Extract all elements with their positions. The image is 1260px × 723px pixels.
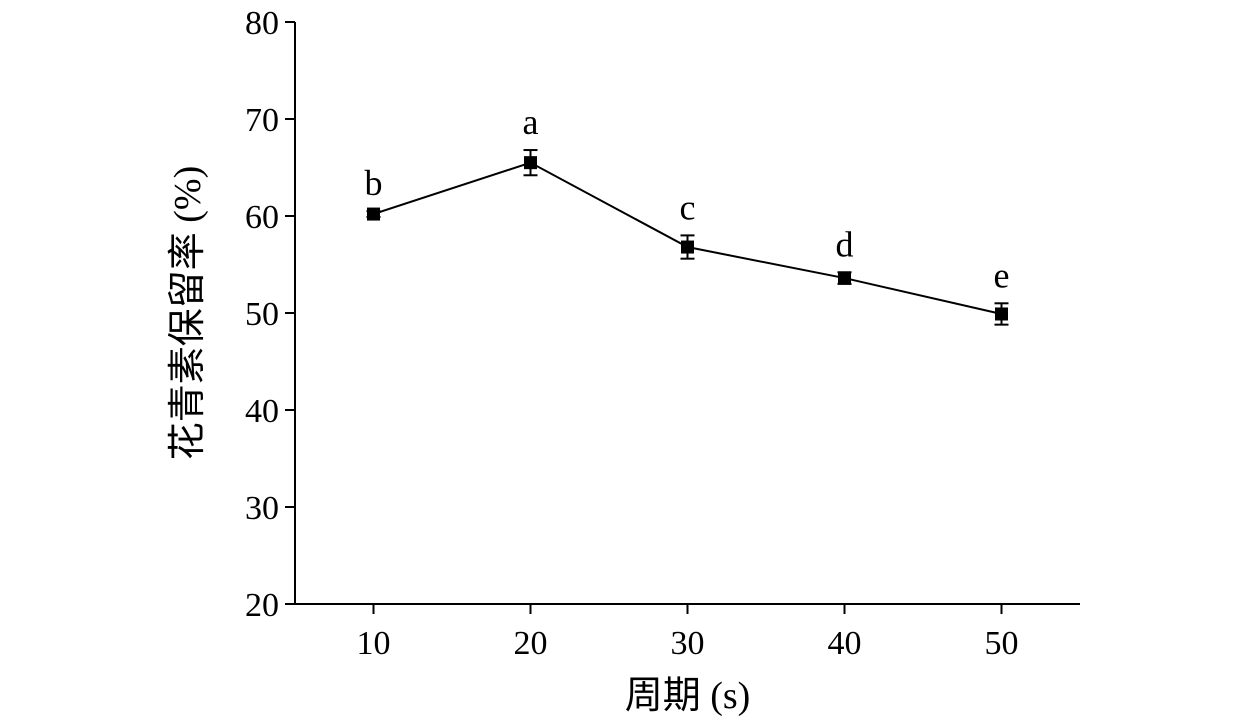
- x-tick-label: 10: [357, 625, 391, 662]
- significance-label: b: [365, 163, 383, 203]
- data-point: [838, 271, 851, 285]
- y-ticks: 20 30 40 50 60 70 80: [245, 5, 295, 624]
- series-retention: b a c d e: [365, 102, 1010, 326]
- data-point: [995, 307, 1008, 321]
- y-tick-label: 40: [245, 393, 279, 430]
- y-axis-title: 花青素保留率 (%): [167, 166, 209, 460]
- data-point: [367, 207, 380, 221]
- y-tick-label: 30: [245, 490, 279, 527]
- x-axis-title: 周期 (s): [625, 675, 751, 717]
- data-point: [681, 240, 694, 254]
- significance-label: d: [836, 224, 854, 264]
- significance-label: a: [523, 102, 539, 142]
- x-tick-label: 40: [828, 625, 862, 662]
- axes: [294, 22, 1080, 605]
- x-tick-label: 20: [514, 625, 548, 662]
- data-point: [524, 156, 537, 170]
- significance-label: c: [680, 187, 696, 227]
- x-tick-label: 50: [985, 625, 1019, 662]
- y-tick-label: 50: [245, 296, 279, 333]
- y-tick-label: 80: [245, 5, 279, 42]
- x-tick-label: 30: [671, 625, 705, 662]
- y-tick-label: 60: [245, 199, 279, 236]
- x-ticks: 10 20 30 40 50: [357, 604, 1019, 662]
- y-tick-label: 70: [245, 102, 279, 139]
- significance-label: e: [994, 255, 1010, 295]
- y-tick-label: 20: [245, 587, 279, 624]
